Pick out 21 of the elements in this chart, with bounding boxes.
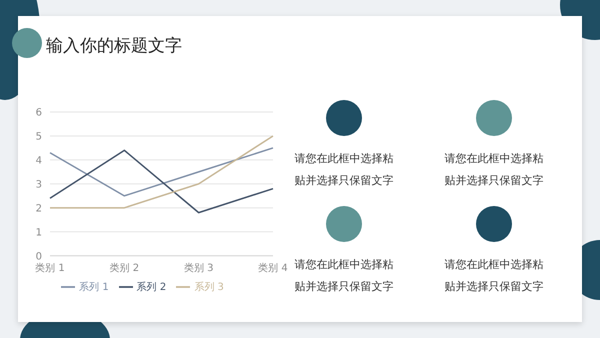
- y-tick-label: 4: [36, 155, 42, 166]
- x-tick-label: 类别 4: [258, 262, 288, 274]
- x-tick-label: 类别 1: [35, 262, 65, 274]
- text: 请您在此框中选择粘贴并选择只保留文字: [294, 151, 394, 189]
- line-series: [49, 147, 274, 197]
- x-tick-label: 类别 3: [184, 262, 214, 274]
- y-tick-label: 6: [36, 108, 42, 119]
- chart-title: 输入你的标题文字: [46, 35, 182, 57]
- text: 请您在此框中选择粘贴并选择只保留文字: [444, 151, 544, 189]
- y-tick-label: 5: [36, 132, 42, 143]
- legend-label: 系列 1: [79, 282, 109, 293]
- y-tick-label: 3: [36, 179, 42, 190]
- legend-label: 系列 3: [194, 282, 224, 293]
- y-tick-label: 2: [36, 203, 42, 214]
- x-tick-label: 类别 2: [110, 262, 140, 274]
- text: 请您在此框中选择粘贴并选择只保留文字: [294, 257, 394, 295]
- y-tick-label: 1: [36, 227, 42, 238]
- y-tick-label: 0: [36, 251, 42, 262]
- legend-label: 系列 2: [136, 282, 166, 293]
- text: 请您在此框中选择粘贴并选择只保留文字: [444, 257, 544, 295]
- line-series: [49, 150, 274, 214]
